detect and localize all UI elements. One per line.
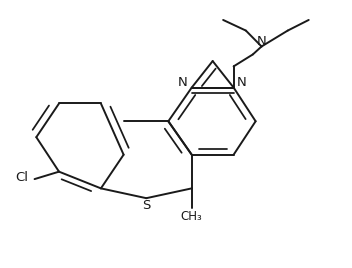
Text: N: N — [178, 76, 188, 89]
Text: S: S — [142, 199, 151, 212]
Text: CH₃: CH₃ — [181, 210, 203, 223]
Text: N: N — [237, 76, 246, 89]
Text: N: N — [257, 35, 266, 48]
Text: Cl: Cl — [15, 171, 28, 184]
